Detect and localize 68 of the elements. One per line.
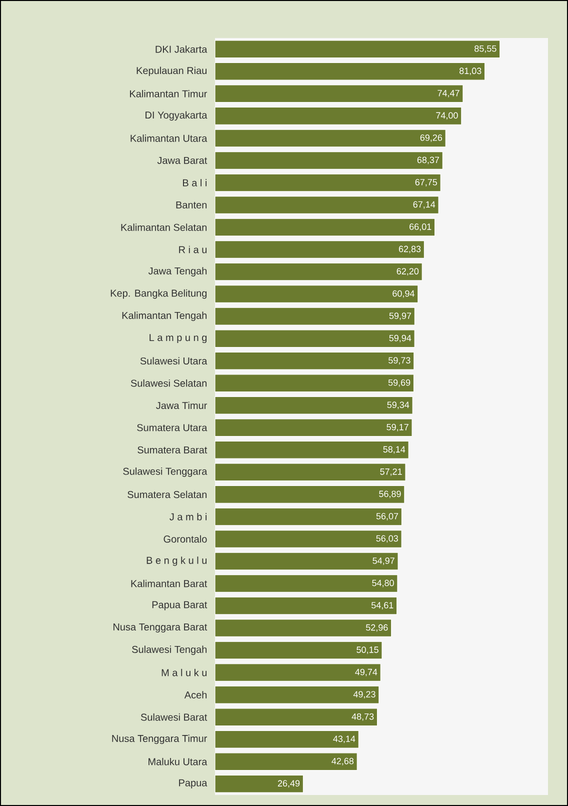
data-label: 59,94 <box>389 334 412 342</box>
data-label: 59,69 <box>388 379 410 387</box>
y-tick-label: Kalimantan Utara <box>130 134 208 142</box>
y-tick-label: Jawa Tengah <box>148 267 207 276</box>
data-label: 54,97 <box>372 558 394 565</box>
y-tick-label: Kep. Bangka Belitung <box>110 289 207 299</box>
y-tick-label: Banten <box>176 202 207 208</box>
data-label: 74,47 <box>438 90 460 98</box>
y-tick-label: Kalimantan Barat <box>131 580 208 588</box>
data-label: 56,07 <box>376 512 398 520</box>
y-tick-label: B e n g k u l u <box>146 556 207 566</box>
y-tick-label: L a m p u n g <box>150 334 207 344</box>
data-label: 54,80 <box>372 580 394 588</box>
data-label: 26,49 <box>278 780 300 788</box>
y-tick-label: Jawa Barat <box>157 156 208 164</box>
data-label: 62,20 <box>396 268 419 276</box>
y-tick-label: Sulawesi Tengah <box>132 646 207 655</box>
y-tick-label: M a l u k u <box>162 668 207 676</box>
y-tick-label: Kalimantan Selatan <box>121 224 207 231</box>
data-label: 56,03 <box>376 535 398 543</box>
data-label: 54,61 <box>371 602 394 610</box>
data-label: 68,37 <box>417 156 440 164</box>
data-label: 49,23 <box>353 691 376 699</box>
y-tick-label: Kepulauan Riau <box>136 66 207 76</box>
data-label: 48,73 <box>352 713 374 721</box>
data-label: 69,26 <box>420 134 442 142</box>
y-tick-label: J a m b i <box>170 513 207 520</box>
y-tick-label: Maluku Utara <box>148 758 208 766</box>
data-label: 43,14 <box>333 736 356 744</box>
data-label: 58,14 <box>383 446 406 454</box>
data-label: 85,55 <box>474 45 496 53</box>
data-label: 59,73 <box>388 357 410 365</box>
y-tick-label: Kalimantan Timur <box>130 90 208 98</box>
y-tick-label: Sumatera Utara <box>137 424 208 432</box>
y-tick-label: Aceh <box>184 691 207 698</box>
data-label: 59,34 <box>387 402 410 410</box>
y-tick-label: Nusa Tenggara Barat <box>114 624 208 632</box>
y-tick-label: Sumatera Barat <box>138 446 208 454</box>
data-label: 66,01 <box>410 224 432 231</box>
y-tick-label: Papua Barat <box>152 601 208 610</box>
y-tick-label: Jawa Timur <box>156 402 208 410</box>
data-label: 67,14 <box>413 201 436 209</box>
y-tick-label: Sulawesi Selatan <box>130 379 207 387</box>
data-label: 42,68 <box>332 758 354 766</box>
data-label: 50,15 <box>356 646 378 654</box>
data-label: 52,96 <box>366 624 388 632</box>
data-label: 81,03 <box>460 68 482 76</box>
y-tick-label: DKI Jakarta <box>156 45 208 53</box>
y-tick-label: Sulawesi Utara <box>140 357 208 365</box>
y-tick-label: Nusa Tenggara Timur <box>112 734 208 744</box>
data-label: 74,00 <box>436 112 458 120</box>
data-label: 62,83 <box>398 246 421 254</box>
y-tick-label: Sumatera Selatan <box>128 490 207 498</box>
y-tick-label: B a l i <box>183 179 207 186</box>
y-tick-label: R i a u <box>179 246 207 254</box>
y-tick-label: Sulawesi Tenggara <box>123 468 208 477</box>
data-label: 56,89 <box>379 490 401 498</box>
y-tick-label: Gorontalo <box>164 535 207 543</box>
y-tick-label: DI Yogyakarta <box>146 111 208 121</box>
data-label: 67,75 <box>415 179 438 186</box>
data-label: 60,94 <box>392 290 414 298</box>
data-label: 59,17 <box>386 424 408 432</box>
y-tick-label: Sulawesi Barat <box>140 713 208 721</box>
data-label: 49,74 <box>355 668 378 676</box>
data-label: 57,21 <box>380 468 402 476</box>
y-tick-label: Papua <box>179 779 208 788</box>
y-tick-label: Kalimantan Tengah <box>122 312 207 321</box>
data-label: 59,97 <box>389 312 412 320</box>
